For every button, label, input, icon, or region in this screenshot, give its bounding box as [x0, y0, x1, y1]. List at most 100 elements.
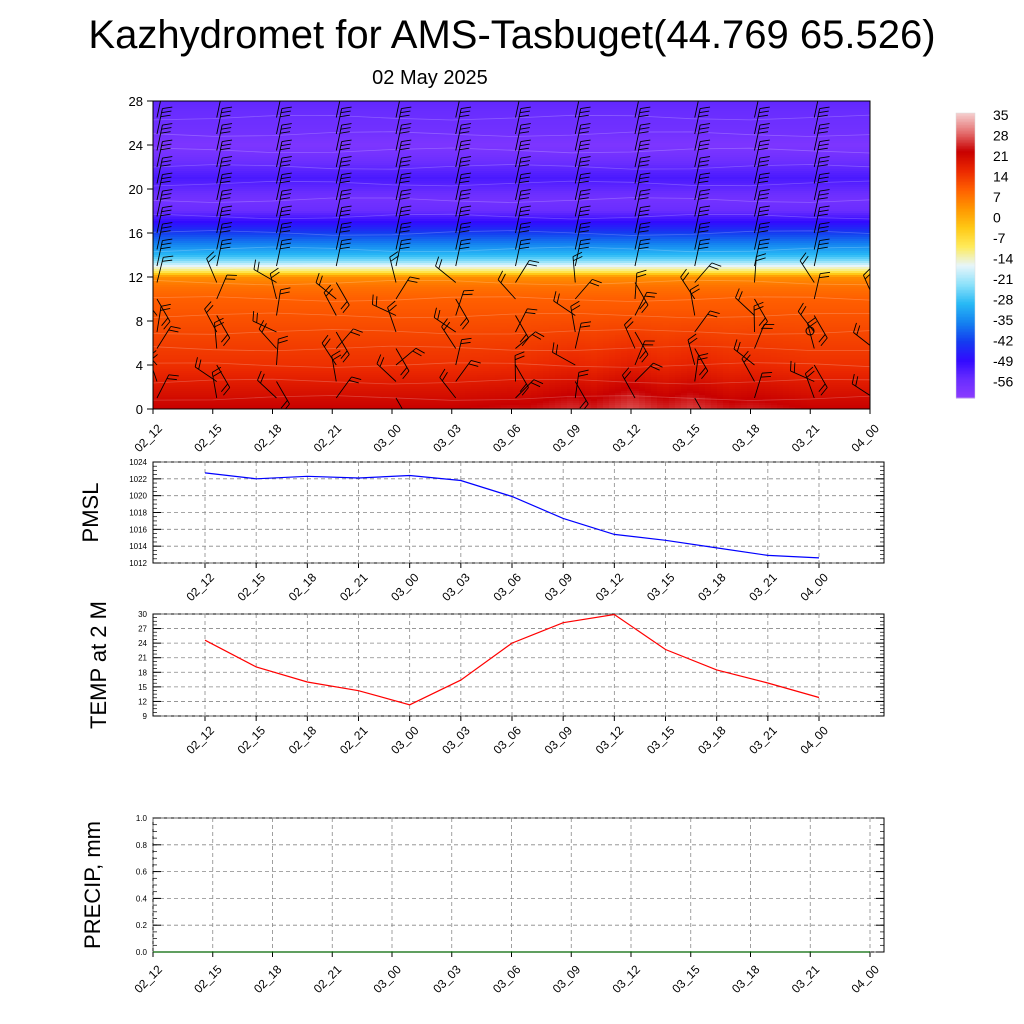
wind-barb [574, 123, 591, 151]
wind-barb [395, 222, 412, 250]
wind-barb [874, 314, 902, 332]
wind-barb [321, 334, 337, 366]
wind-barb [455, 172, 472, 201]
wind-barb [515, 139, 531, 168]
wind-barb [276, 238, 292, 267]
wind-barb [515, 379, 544, 399]
wind-barb [216, 172, 233, 201]
x-tick-label: 03_00 [370, 421, 404, 455]
wind-barb [276, 156, 292, 184]
x-tick-label: 03_09 [542, 570, 576, 604]
y-tick-label: 1022 [129, 475, 147, 484]
wind-barb [211, 366, 222, 399]
wind-barb [276, 222, 292, 250]
wind-barb [276, 172, 292, 201]
wind-barb [813, 315, 828, 347]
wind-barb [874, 107, 889, 134]
wind-barb [515, 106, 531, 135]
wind-barb [874, 266, 903, 283]
wind-barb [813, 101, 819, 118]
x-tick-label: 03_21 [789, 962, 823, 996]
wind-barb [206, 251, 218, 283]
colorbar-label: -14 [993, 251, 1013, 267]
wind-barb [315, 272, 337, 300]
wind-barb [257, 370, 277, 399]
y-tick-label: 1018 [129, 509, 147, 518]
x-tick-label: 02_21 [311, 962, 345, 996]
x-tick-label: 02_18 [251, 962, 285, 996]
wind-barb [253, 259, 277, 283]
wind-barb [497, 270, 516, 300]
wind-barb [574, 381, 589, 409]
wind-barb [754, 298, 768, 330]
x-tick-label: 03_18 [729, 421, 763, 455]
y-tick-label: 9 [143, 712, 148, 721]
x-tick-label: 03_06 [490, 570, 524, 604]
wind-barb [335, 376, 362, 399]
wind-barb [276, 139, 292, 168]
wind-barb [754, 106, 770, 135]
wind-barb [694, 101, 699, 118]
wind-barb [694, 238, 711, 267]
y-tick-label: 27 [138, 625, 147, 634]
wind-barb [634, 156, 651, 184]
x-tick-label: 04_00 [797, 723, 831, 757]
wind-barb [395, 106, 412, 135]
wind-barb [687, 333, 698, 366]
wind-barb [694, 353, 709, 382]
wind-barb [874, 382, 887, 412]
colorbar-label: 28 [993, 128, 1009, 144]
wind-barb [216, 101, 221, 118]
x-tick-label: 02_12 [183, 723, 217, 757]
wind-barb [395, 172, 412, 201]
wind-barb [156, 326, 181, 349]
wind-barb [216, 156, 233, 184]
wind-barb [634, 189, 651, 217]
x-tick-label: 03_03 [439, 570, 473, 604]
wind-barb [634, 362, 663, 382]
colorbar-label: -21 [993, 271, 1013, 287]
wind-barb [570, 300, 581, 333]
wind-barb [874, 140, 889, 167]
y-tick-label: 24 [129, 138, 143, 153]
x-tick-label: 03_00 [388, 570, 422, 604]
x-tick-label: 02_15 [191, 421, 225, 455]
wind-barb [754, 139, 770, 168]
wind-barb [634, 222, 651, 250]
chart-date: 02 May 2025 [330, 66, 530, 90]
y-axis-label: PRECIP, mm [80, 821, 105, 949]
wind-barb [276, 205, 292, 234]
wind-barb [455, 289, 474, 316]
wind-barb [515, 315, 529, 347]
x-tick-label: 03_06 [490, 723, 524, 757]
wind-barb [204, 301, 218, 333]
wind-barbs [153, 101, 903, 412]
wind-barb [376, 354, 397, 382]
colorbar-label: -49 [993, 353, 1013, 369]
wind-barb [153, 309, 158, 316]
wind-barb [874, 157, 889, 184]
wind-barb [276, 335, 289, 366]
wind-barb [813, 222, 830, 250]
x-tick-label: 03_21 [789, 421, 823, 455]
wind-barb [395, 348, 410, 380]
wind-barb [276, 287, 291, 316]
wind-barb [735, 288, 755, 316]
wind-barb [515, 205, 531, 234]
temp-panel: 02_12 02_15 02_18 02_21 03_00 03_03 03_06 03_09… [86, 601, 885, 757]
wind-barb [323, 284, 337, 316]
x-tick-label: 02_15 [235, 570, 269, 604]
wind-barb [276, 189, 292, 217]
wind-barb [574, 189, 591, 217]
colorbar [955, 112, 976, 399]
series-line [204, 472, 820, 559]
y-tick-label: 1014 [129, 542, 147, 551]
wind-barb [694, 310, 720, 333]
wind-barb [694, 172, 711, 201]
wind-barb [515, 156, 531, 184]
panel-frame [152, 817, 885, 953]
wind-barb [515, 260, 540, 283]
wind-barb [216, 238, 233, 267]
y-tick-label: 1.0 [136, 814, 148, 823]
wind-barb [813, 364, 828, 396]
